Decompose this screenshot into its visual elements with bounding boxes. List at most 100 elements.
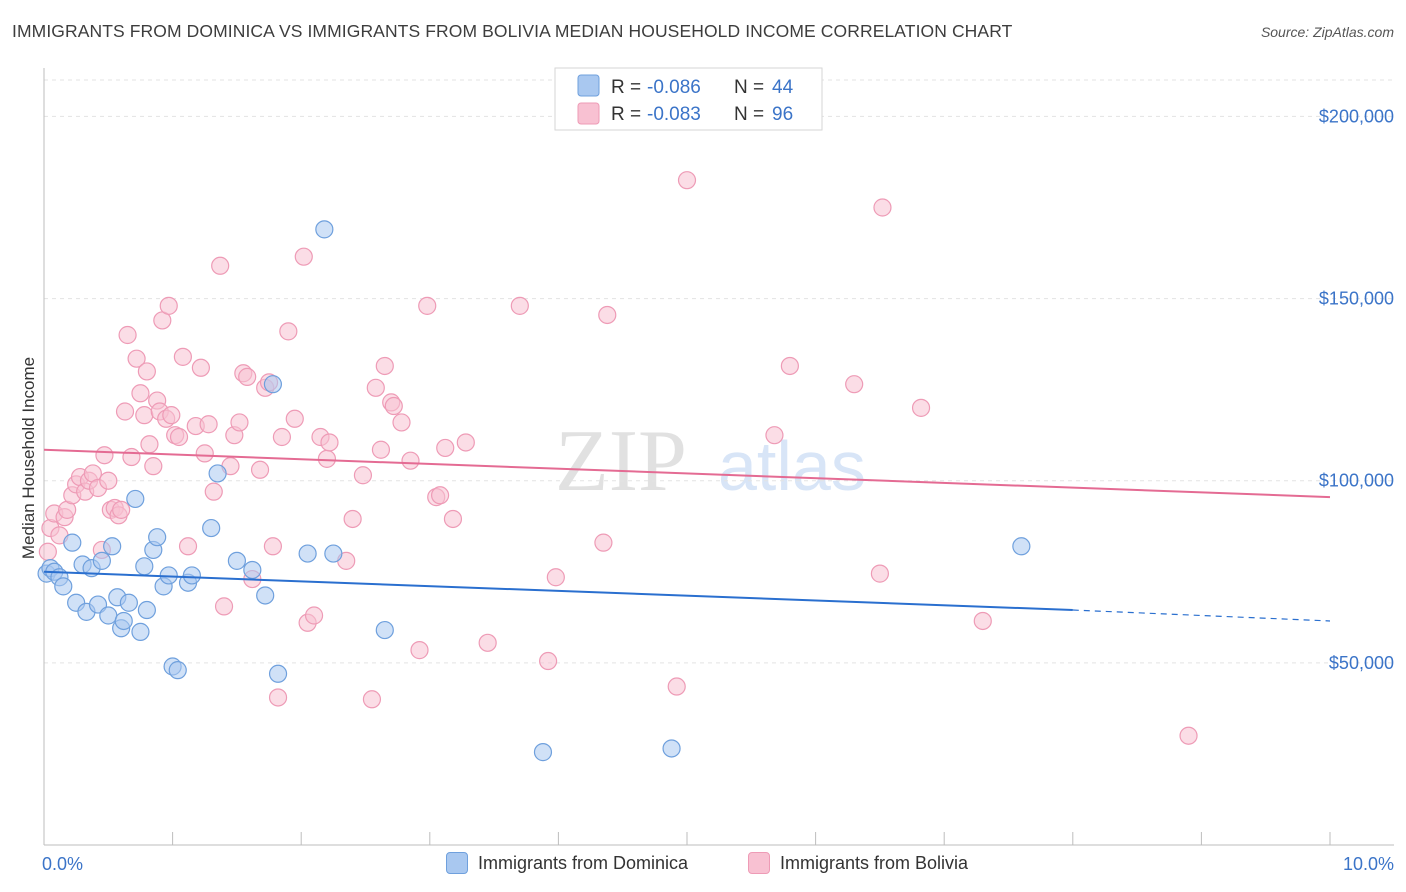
bolivia-point	[911, 398, 931, 417]
bolivia-point	[211, 256, 230, 275]
bolivia-point	[418, 296, 437, 315]
bolivia-point	[443, 509, 463, 529]
bolivia-point	[127, 349, 146, 368]
bolivia-point	[191, 358, 210, 377]
dominica-point	[315, 220, 334, 239]
dominica-point	[126, 489, 145, 509]
dominica-point	[298, 544, 317, 563]
bolivia-point	[144, 457, 163, 476]
bolivia-point	[375, 356, 394, 376]
legend-n-value-bolivia: 96	[772, 104, 793, 125]
legend-r-label-bolivia: R =	[611, 104, 641, 125]
bolivia-point	[99, 471, 118, 490]
dominica-point	[227, 551, 246, 570]
bolivia-point	[178, 537, 198, 556]
bolivia-point	[320, 433, 339, 452]
dominica-point	[256, 586, 275, 605]
bolivia-point	[353, 466, 373, 485]
bolivia-point	[598, 305, 617, 325]
y-tick-label: $100,000	[1319, 471, 1394, 491]
dominica-point	[103, 537, 122, 556]
legend-swatch-bolivia	[577, 102, 600, 125]
dominica-point	[63, 533, 82, 552]
dominica-point	[54, 577, 73, 596]
bolivia-point	[38, 542, 57, 561]
watermark-zip: ZIP	[555, 413, 687, 510]
bolivia-point	[780, 356, 799, 376]
y-tick-label: $50,000	[1329, 653, 1394, 673]
bolivia-point	[195, 444, 214, 463]
bolivia-point	[159, 296, 178, 315]
bolivia-point	[873, 198, 892, 217]
chart-title: IMMIGRANTS FROM DOMINICA VS IMMIGRANTS F…	[12, 21, 1013, 41]
dominica-point	[148, 528, 167, 547]
bolivia-point	[539, 651, 558, 671]
bottom-legend-label-bolivia: Immigrants from Bolivia	[780, 852, 969, 873]
dominica-point	[208, 464, 227, 483]
bolivia-point	[845, 375, 864, 394]
bolivia-point	[294, 247, 313, 266]
bolivia-point	[199, 415, 218, 434]
bottom-legend-swatch-bolivia	[748, 852, 770, 874]
dominica-point	[168, 661, 187, 680]
y-axis-label: Median Household Income	[19, 357, 38, 559]
dominica-point	[202, 518, 221, 538]
bolivia-point	[214, 597, 234, 616]
dominica-point	[263, 375, 283, 394]
dominica-point	[324, 544, 343, 563]
bolivia-point	[973, 611, 992, 631]
bolivia-point	[456, 433, 475, 452]
y-tick-label: $200,000	[1319, 106, 1394, 126]
dominica-point	[182, 566, 201, 585]
bolivia-point	[279, 322, 298, 341]
x-ticks	[43, 832, 1331, 845]
dominica-point	[137, 600, 156, 620]
legend-n-label-dominica: N =	[734, 77, 764, 98]
bolivia-point	[594, 533, 613, 552]
bolivia-point	[115, 402, 135, 421]
bolivia-point	[667, 677, 686, 696]
bolivia-point	[317, 449, 337, 468]
dominica-point	[99, 606, 118, 625]
x-tick-label-min: 0.0%	[42, 854, 83, 874]
dominica-point	[533, 743, 553, 762]
x-tick-label-max: 10.0%	[1343, 854, 1394, 874]
bolivia-point	[366, 378, 385, 397]
bolivia-point	[131, 384, 150, 403]
bolivia-point	[384, 396, 403, 416]
dominica-trendline	[43, 570, 1073, 612]
bolivia-point	[169, 427, 189, 447]
bolivia-point	[430, 486, 450, 505]
bolivia-point	[173, 347, 192, 366]
bolivia-point	[401, 451, 420, 470]
y-tick-labels: $50,000 $100,000 $150,000 $200,000	[1319, 106, 1394, 672]
bottom-legend-label-dominica: Immigrants from Dominica	[478, 852, 689, 873]
dominica-points	[37, 220, 1031, 762]
dominica-point	[92, 551, 111, 570]
bolivia-point	[362, 690, 382, 709]
bolivia-point	[304, 606, 324, 625]
bolivia-point	[118, 325, 137, 345]
bolivia-point	[140, 435, 159, 454]
trendlines	[43, 448, 1331, 622]
bolivia-point	[392, 413, 411, 432]
dominica-point	[375, 620, 394, 640]
dominica-point	[131, 622, 150, 641]
bolivia-point	[250, 460, 270, 479]
bolivia-point	[436, 438, 455, 458]
bolivia-trendline	[43, 448, 1331, 499]
legend-r-value-dominica: -0.086	[647, 77, 701, 98]
bolivia-point	[1179, 726, 1198, 745]
bottom-legend-bolivia: Immigrants from Bolivia	[748, 852, 968, 874]
bolivia-point	[272, 427, 292, 447]
bolivia-point	[135, 406, 154, 425]
bottom-legend-dominica: Immigrants from Dominica	[446, 852, 688, 874]
dominica-point	[243, 560, 262, 580]
bolivia-point	[162, 406, 181, 425]
legend-r-value-bolivia: -0.083	[647, 104, 701, 125]
bolivia-point	[285, 409, 304, 428]
bolivia-point	[371, 440, 391, 459]
dominica-point	[268, 664, 288, 683]
dominica-point	[662, 739, 681, 758]
